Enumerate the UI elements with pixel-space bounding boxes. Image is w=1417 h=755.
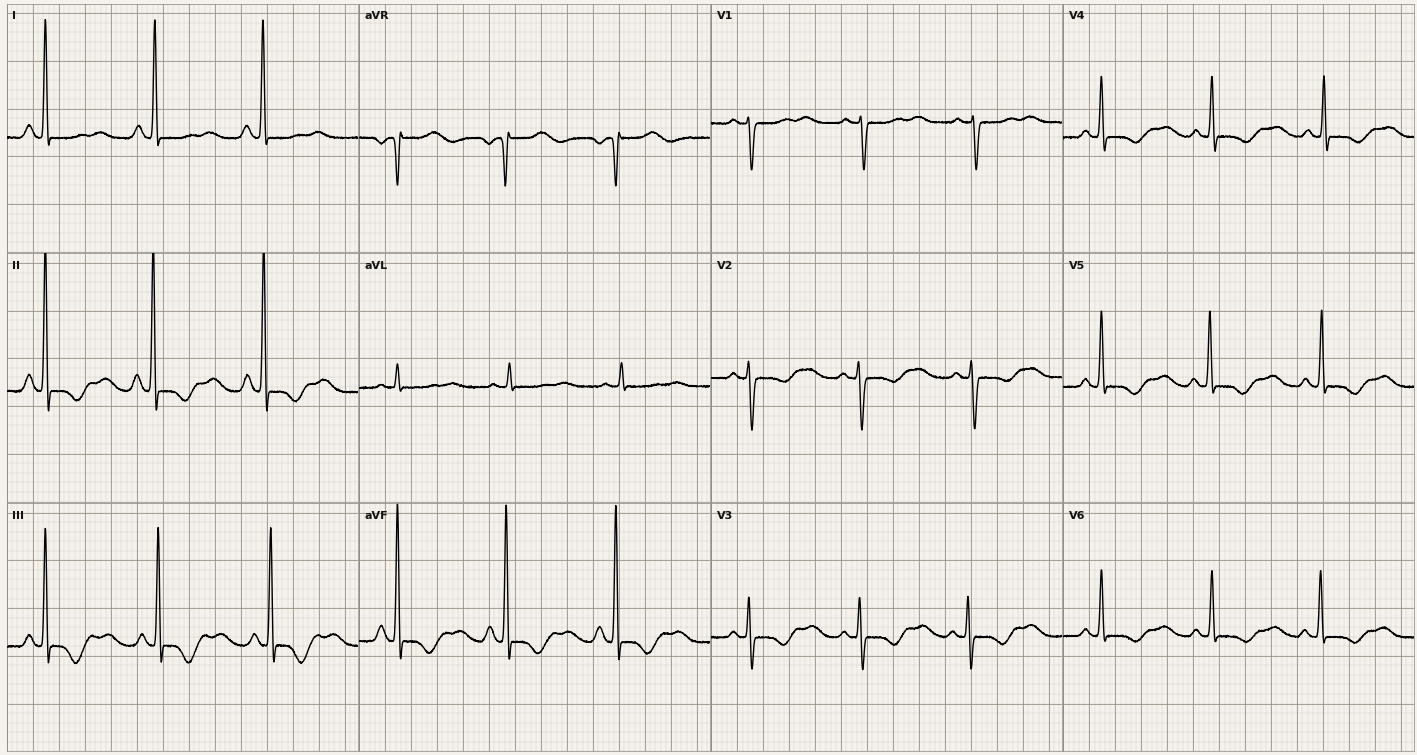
- Text: V4: V4: [1068, 11, 1085, 21]
- Text: V2: V2: [717, 261, 733, 271]
- Text: V3: V3: [717, 510, 733, 520]
- Text: aVR: aVR: [364, 11, 390, 21]
- Text: II: II: [13, 261, 20, 271]
- Text: V6: V6: [1068, 510, 1085, 520]
- Text: I: I: [13, 11, 17, 21]
- Text: aVL: aVL: [364, 261, 388, 271]
- Text: V5: V5: [1068, 261, 1085, 271]
- Text: III: III: [13, 510, 24, 520]
- Text: V1: V1: [717, 11, 733, 21]
- Text: aVF: aVF: [364, 510, 388, 520]
